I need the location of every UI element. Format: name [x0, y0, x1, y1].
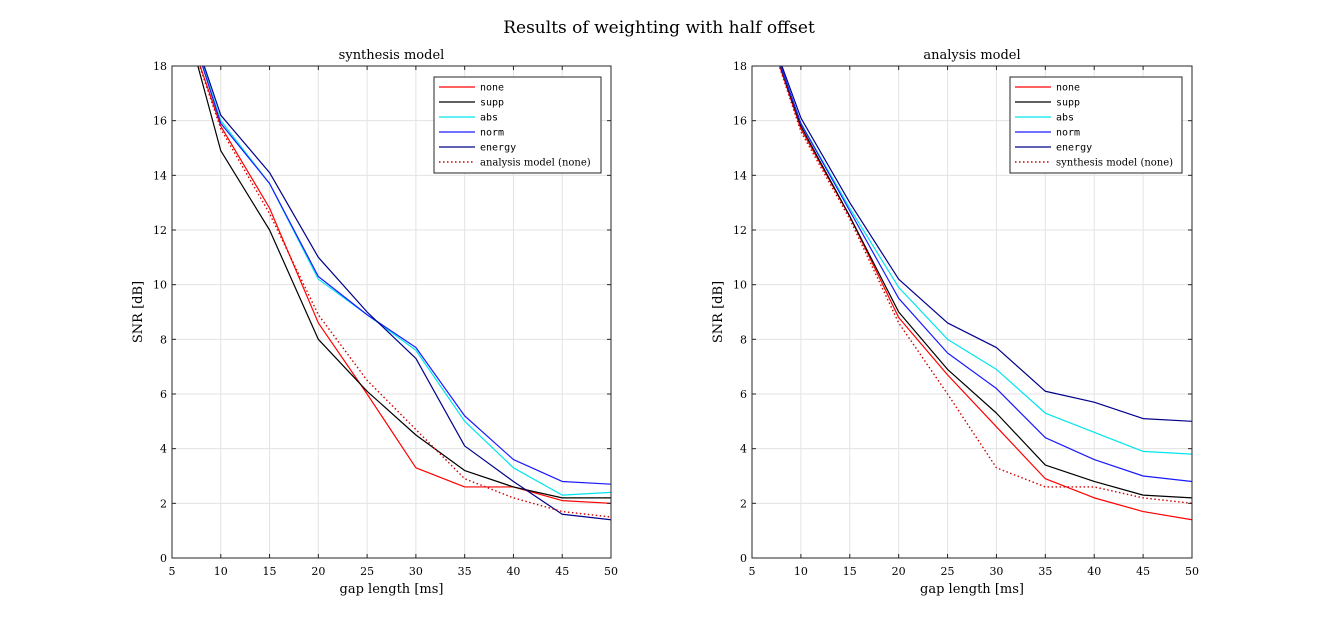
y-tick-label: 16 [733, 115, 747, 128]
y-tick-label: 12 [733, 224, 747, 237]
legend-label: norm [480, 128, 504, 139]
chart-panel-1: 5 10 15 20 25 30 35 40 45 50 0 2 4 6 8 10 12 14 16 18 synthe… [131, 48, 618, 597]
x-tick-label: 15 [843, 565, 857, 578]
y-axis-label: SNR [dB] [131, 281, 146, 343]
y-tick-label: 0 [160, 552, 167, 565]
x-axis-label: gap length [ms] [920, 582, 1024, 597]
x-tick-label: 40 [506, 565, 520, 578]
x-tick-label: 50 [604, 565, 618, 578]
legend-label: synthesis model (none) [1056, 158, 1173, 169]
series-line-energy [203, 66, 611, 521]
legend-label: supp [480, 98, 504, 109]
figure-title: Results of weighting with half offset [503, 18, 815, 38]
series-line-supp [197, 66, 611, 499]
y-tick-label: 2 [160, 497, 167, 510]
series-line-none [199, 66, 611, 504]
x-tick-label: 30 [409, 565, 423, 578]
legend-label: supp [1056, 98, 1080, 109]
x-tick-label: 10 [214, 565, 228, 578]
x-tick-label: 10 [794, 565, 808, 578]
x-tick-label: 20 [892, 565, 906, 578]
y-tick-label: 18 [733, 60, 747, 73]
x-tick-label: 5 [749, 565, 756, 578]
series-line-norm [201, 66, 611, 485]
y-tick-label: 6 [160, 388, 167, 401]
legend-label: norm [1056, 128, 1080, 139]
y-tick-label: 4 [160, 443, 167, 456]
x-tick-label: 15 [263, 565, 277, 578]
axes-box [751, 65, 1193, 559]
legend-label: abs [480, 113, 498, 124]
x-axis-label: gap length [ms] [340, 582, 444, 597]
legend-label: energy [1056, 143, 1092, 154]
legend-box [1009, 76, 1183, 174]
x-tick-label: 50 [1185, 565, 1199, 578]
legend: none supp abs norm energy analysis model (non… [433, 76, 602, 174]
panel-title: synthesis model [339, 48, 445, 63]
y-tick-label: 2 [740, 497, 747, 510]
legend-box [433, 76, 602, 174]
series-line-abs [202, 66, 611, 496]
series-line-norm [780, 66, 1192, 483]
y-tick-label: 10 [733, 279, 747, 292]
legend-label: none [480, 83, 504, 94]
legend-label: abs [1056, 113, 1074, 124]
y-axis-label: SNR [dB] [711, 281, 726, 343]
series-line-analysis-model-none- [198, 66, 611, 518]
series-line-none [779, 66, 1192, 521]
x-tick-label: 30 [989, 565, 1003, 578]
chart-panel-2: 5 10 15 20 25 30 35 40 45 50 0 2 4 6 8 10 12 14 16 18 analys… [711, 48, 1199, 597]
y-tick-label: 12 [153, 224, 167, 237]
y-tick-label: 8 [160, 333, 167, 346]
panel-title: analysis model [923, 48, 1020, 63]
legend-label: energy [480, 143, 516, 154]
series-line-energy [781, 66, 1192, 422]
y-tick-label: 4 [740, 443, 747, 456]
legend-label: analysis model (none) [480, 158, 591, 169]
y-tick-label: 14 [153, 169, 167, 182]
y-tick-label: 6 [740, 388, 747, 401]
x-tick-label: 25 [941, 565, 955, 578]
x-tick-label: 35 [1038, 565, 1052, 578]
x-tick-label: 45 [1136, 565, 1150, 578]
x-tick-label: 25 [360, 565, 374, 578]
legend: none supp abs norm energy synthesis model (no… [1009, 76, 1183, 174]
x-tick-label: 20 [311, 565, 325, 578]
y-tick-label: 16 [153, 115, 167, 128]
x-tick-label: 40 [1087, 565, 1101, 578]
series-line-abs [780, 66, 1192, 455]
x-tick-label: 35 [458, 565, 472, 578]
series-line-supp [779, 66, 1192, 499]
x-tick-label: 5 [169, 565, 176, 578]
x-tick-label: 45 [555, 565, 569, 578]
y-tick-label: 18 [153, 60, 167, 73]
axes-box [171, 65, 612, 559]
series-line-synthesis-model-none- [778, 66, 1192, 505]
y-tick-label: 8 [740, 333, 747, 346]
legend-label: none [1056, 83, 1080, 94]
y-tick-label: 14 [733, 169, 747, 182]
y-tick-label: 10 [153, 279, 167, 292]
y-tick-label: 0 [740, 552, 747, 565]
